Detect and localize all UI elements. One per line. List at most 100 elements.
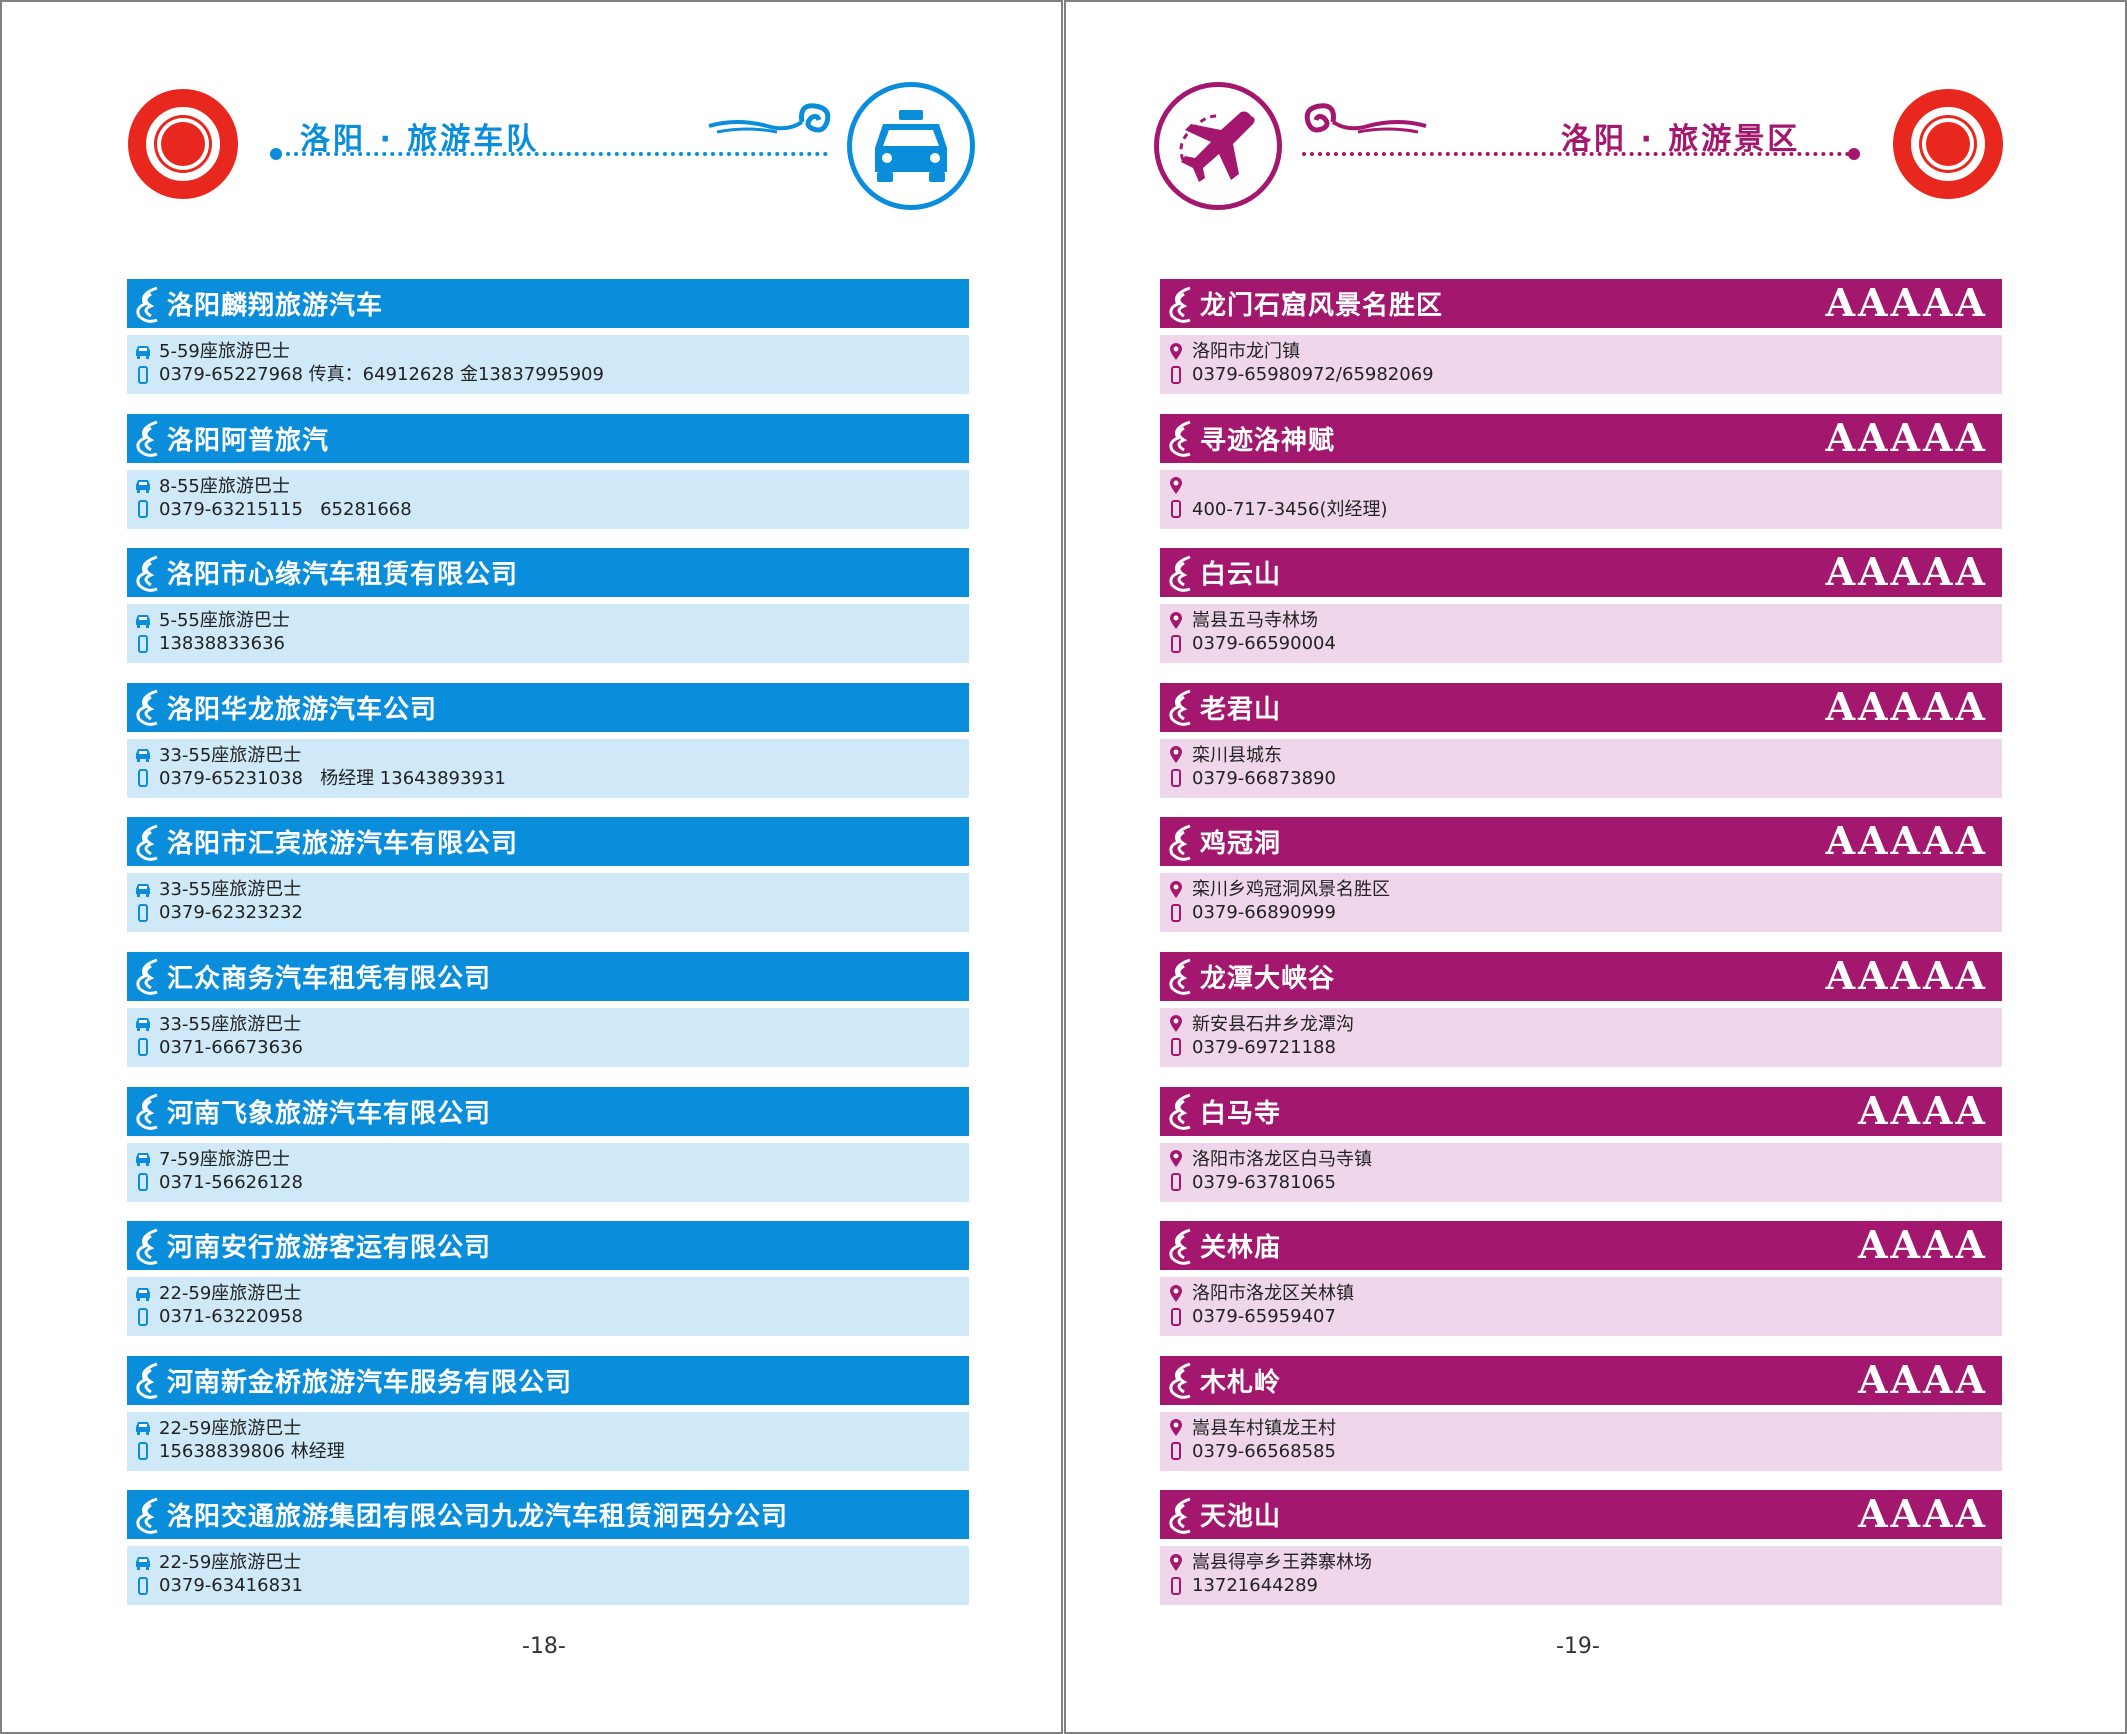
company-name: 河南安行旅游客运有限公司 (167, 1233, 492, 1264)
list-item: 寻迹洛神赋 AAAAA 400-717-3456(刘经理) (1160, 413, 2002, 529)
bus-icon (135, 746, 151, 764)
rating-badge: AAAAA (1825, 952, 1988, 998)
company-name: 河南新金桥旅游汽车服务有限公司 (167, 1367, 573, 1398)
bus-capacity: 22-59座旅游巴士 (159, 1417, 302, 1439)
location-pin-icon (1168, 477, 1184, 495)
scenic-spot-name: 白云山 (1200, 560, 1282, 591)
page-title: 洛阳 · 旅游景区 (1561, 122, 1801, 157)
entry-title-bar: 寻迹洛神赋 AAAAA (1160, 413, 2002, 463)
bus-icon (135, 1285, 151, 1303)
list-item: 洛阳华龙旅游汽车公司 33-55座旅游巴士 0379-65231038 杨经理 … (127, 682, 969, 798)
entry-title-bar: 洛阳交通旅游集团有限公司九龙汽车租赁涧西分公司 (127, 1490, 969, 1540)
scenic-spot-list: 龙门石窟风景名胜区 AAAAA 洛阳市龙门镇 0379-65980972/659… (1160, 279, 2002, 1625)
contact-phone: 0379-63215115 65281668 (159, 498, 412, 520)
header-divider (278, 152, 828, 156)
location-pin-icon (1168, 1284, 1184, 1303)
knot-icon (136, 1362, 158, 1400)
list-item: 木札岭 AAAA 嵩县车村镇龙王村 0379-66568585 (1160, 1355, 2002, 1471)
phone-icon (135, 1576, 151, 1595)
phone-icon (135, 1173, 151, 1192)
right-page: 洛阳 · 旅游景区 龙门石窟风景名胜区 AAAAA 洛阳市龙门镇 0379-65… (1064, 0, 2127, 1734)
phone-icon (1168, 634, 1184, 653)
list-item: 洛阳麟翔旅游汽车 5-59座旅游巴士 0379-65227968 传真：6491… (127, 279, 969, 394)
company-name: 汇众商务汽车租凭有限公司 (167, 963, 492, 994)
entry-details: 5-59座旅游巴士 0379-65227968 传真：64912628 金138… (127, 335, 969, 394)
phone-icon (135, 903, 151, 922)
left-page: 洛阳 · 旅游车队 洛阳麟翔旅游汽车 5-59座旅游巴士 0379-652279… (0, 0, 1063, 1734)
company-name: 洛阳华龙旅游汽车公司 (167, 694, 438, 725)
logo-ring (143, 104, 223, 184)
knot-icon (136, 1497, 158, 1534)
page-number: -18- (522, 1634, 566, 1659)
entry-details: 嵩县车村镇龙王村 0379-66568585 (1160, 1411, 2002, 1471)
list-item: 汇众商务汽车租凭有限公司 33-55座旅游巴士 0371-66673636 (127, 951, 969, 1067)
scenic-spot-name: 寻迹洛神赋 (1200, 425, 1336, 456)
knot-icon (1169, 959, 1191, 996)
phone-icon (1168, 1307, 1184, 1326)
bus-icon (135, 1554, 151, 1572)
rating-badge: AAAA (1858, 1087, 1988, 1133)
peony-emblem (161, 122, 205, 166)
bus-capacity: 5-55座旅游巴士 (159, 610, 290, 632)
contact-phone: 0379-66873890 (1192, 767, 1336, 789)
entry-details: 22-59座旅游巴士 0371-63220958 (127, 1277, 969, 1337)
entry-title-bar: 老君山 AAAAA (1160, 682, 2002, 732)
location-pin-icon (1168, 1553, 1184, 1572)
location-pin-icon (1168, 1015, 1184, 1033)
contact-phone: 0379-65959407 (1192, 1306, 1336, 1328)
fleet-list: 洛阳麟翔旅游汽车 5-59座旅游巴士 0379-65227968 传真：6491… (127, 279, 969, 1625)
scenic-spot-name: 木札岭 (1200, 1367, 1282, 1398)
list-item: 天池山 AAAA 嵩县得亭乡王莽寨林场 13721644289 (1160, 1490, 2002, 1606)
bus-icon (135, 881, 151, 899)
entry-title-bar: 白马寺 AAAA (1160, 1086, 2002, 1136)
entry-details: 栾川县城东 0379-66873890 (1160, 738, 2002, 798)
association-logo (1893, 89, 2003, 199)
bus-capacity: 33-55座旅游巴士 (159, 1013, 302, 1035)
rating-badge: AAAAA (1825, 818, 1988, 864)
entry-details: 洛阳市洛龙区关林镇 0379-65959407 (1160, 1277, 2002, 1337)
phone-icon (135, 1038, 151, 1057)
contact-phone: 15638839806 林经理 (159, 1440, 345, 1462)
association-logo (128, 89, 238, 199)
location-pin-icon (1168, 342, 1184, 361)
knot-icon (1169, 555, 1191, 592)
entry-details: 22-59座旅游巴士 15638839806 林经理 (127, 1411, 969, 1471)
bus-icon (135, 343, 151, 361)
bus-capacity: 22-59座旅游巴士 (159, 1552, 302, 1574)
entry-details: 33-55座旅游巴士 0371-66673636 (127, 1007, 969, 1067)
scenic-spot-name: 鸡冠洞 (1200, 829, 1282, 860)
company-name: 洛阳交通旅游集团有限公司九龙汽车租赁涧西分公司 (167, 1502, 789, 1533)
entry-details: 33-55座旅游巴士 0379-65231038 杨经理 13643893931 (127, 738, 969, 798)
entry-details: 洛阳市洛龙区白马寺镇 0379-63781065 (1160, 1142, 2002, 1202)
address: 嵩县五马寺林场 (1192, 610, 1318, 632)
phone-icon (135, 365, 151, 384)
knot-icon (1169, 824, 1191, 861)
knot-icon (136, 286, 158, 323)
entry-title-bar: 洛阳麟翔旅游汽车 (127, 279, 969, 328)
cloud-ornament-icon (1304, 103, 1427, 134)
address: 洛阳市洛龙区白马寺镇 (1192, 1148, 1372, 1170)
entry-details: 栾川乡鸡冠洞风景名胜区 0379-66890999 (1160, 873, 2002, 933)
list-item: 洛阳市汇宾旅游汽车有限公司 33-55座旅游巴士 0379-62323232 (127, 817, 969, 933)
phone-icon (1168, 1442, 1184, 1461)
entry-title-bar: 关林庙 AAAA (1160, 1221, 2002, 1271)
location-pin-icon (1168, 880, 1184, 899)
rating-badge: AAAAA (1825, 683, 1988, 729)
list-item: 龙潭大峡谷 AAAAA 新安县石井乡龙潭沟 0379-69721188 (1160, 951, 2002, 1067)
bus-icon (135, 1015, 151, 1033)
entry-details: 嵩县五马寺林场 0379-66590004 (1160, 604, 2002, 664)
company-name: 洛阳麟翔旅游汽车 (167, 291, 384, 321)
entry-details: 嵩县得亭乡王莽寨林场 13721644289 (1160, 1546, 2002, 1606)
list-item: 白云山 AAAAA 嵩县五马寺林场 0379-66590004 (1160, 548, 2002, 664)
bus-icon (135, 1419, 151, 1437)
contact-phone: 0379-63781065 (1192, 1171, 1336, 1193)
bus-capacity: 7-59座旅游巴士 (159, 1148, 290, 1170)
knot-icon (136, 689, 158, 727)
bus-icon (135, 477, 151, 495)
contact-phone: 0379-63416831 (159, 1575, 303, 1597)
entry-details: 22-59座旅游巴士 0379-63416831 (127, 1546, 969, 1606)
phone-icon (1168, 1038, 1184, 1057)
entry-details: 新安县石井乡龙潭沟 0379-69721188 (1160, 1007, 2002, 1067)
company-name: 洛阳市心缘汽车租赁有限公司 (167, 560, 519, 591)
phone-icon (135, 1307, 151, 1326)
